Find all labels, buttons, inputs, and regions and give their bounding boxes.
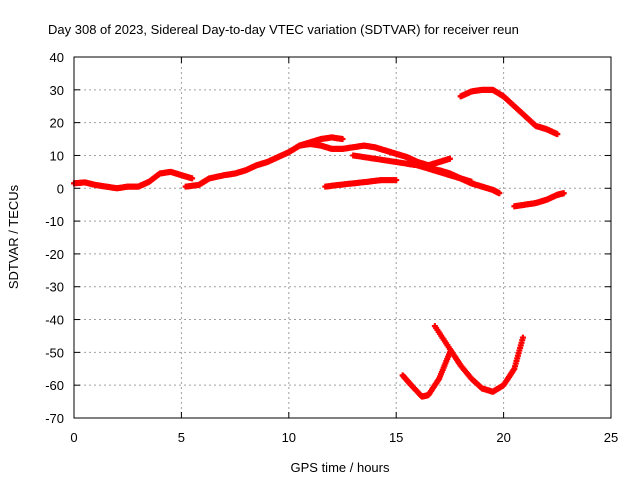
x-tick-label: 5 [178,430,185,445]
x-tick-label: 25 [604,430,618,445]
y-tick-label: -60 [45,378,64,393]
data-point [393,177,400,184]
data-point [496,190,503,197]
y-tick-label: 30 [50,83,64,98]
tick-labels: 0 5 10 15 20 25 -70 -60 -50 -40 -30 -20 -10 0 10 20 30 40 [45,50,618,445]
y-tick-label: 40 [50,50,64,65]
x-tick-label: 0 [70,430,77,445]
series-arc-7 [457,86,561,138]
y-tick-label: 0 [57,181,64,196]
data-point [554,131,561,138]
plot-frame [73,56,612,419]
x-tick-label: 20 [496,430,510,445]
series-arc-9 [399,349,453,400]
y-tick-label: -50 [45,345,64,360]
data-point [189,175,196,182]
data-point [560,190,567,197]
y-tick-label: -70 [45,411,64,426]
data-point [519,334,526,341]
grid [73,56,612,419]
x-axis-label: GPS time / hours [291,460,390,475]
series-arc-8 [511,190,567,210]
y-axis-label: SDTVAR / TECUs [6,184,21,289]
y-tick-label: -30 [45,280,64,295]
x-tick-label: 10 [282,430,296,445]
data-point [339,136,346,143]
series-arc-1 [71,168,196,192]
series-arc-5 [322,177,400,190]
series-arc-6 [403,160,503,197]
y-tick-label: -40 [45,313,64,328]
data-marks [71,86,567,400]
chart-title: Day 308 of 2023, Sidereal Day-to-day VTE… [48,22,519,37]
x-tick-label: 15 [389,430,403,445]
series-arc-3 [296,140,453,169]
y-tick-label: 10 [50,148,64,163]
y-tick-label: 20 [50,116,64,131]
data-point [446,155,453,162]
y-tick-label: -20 [45,247,64,262]
y-tick-label: -10 [45,214,64,229]
series-arc-10 [431,323,526,395]
